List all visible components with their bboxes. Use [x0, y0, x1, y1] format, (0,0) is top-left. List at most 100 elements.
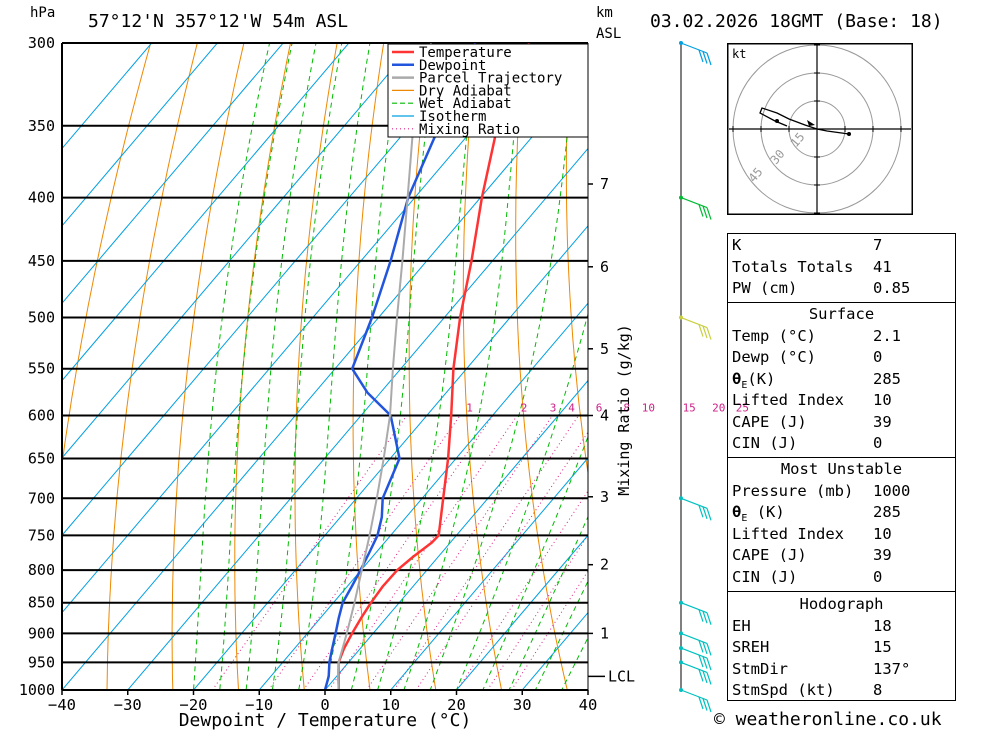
mu-theta-e-value: 285 [873, 503, 901, 521]
temperature-tick-label: 10 [381, 696, 400, 714]
surface-cape-value: 39 [873, 412, 892, 431]
wind-barb-flag [706, 643, 712, 656]
km-tick-label: 4 [600, 407, 609, 425]
legend-label: Isotherm [419, 109, 486, 125]
mixing-ratio-label: 25 [736, 402, 749, 415]
km-tick-label: 2 [600, 556, 609, 574]
wind-barb [680, 42, 712, 66]
theta-symbol: θ [732, 369, 742, 388]
mixing-ratio-label: 20 [712, 402, 725, 415]
mixing-ratio-label: 10 [642, 402, 655, 415]
surface-lifted-index-row: Lifted Index 10 [728, 391, 955, 413]
wind-barb-flag [706, 672, 712, 685]
wet-adiabat-line [482, 435, 588, 690]
storm-direction-row: StmDir 137° [728, 660, 955, 682]
pressure-tick-label: 600 [28, 407, 55, 425]
eh-label: EH [732, 616, 751, 635]
temperature-tick-label: −30 [114, 696, 142, 714]
isotherm-line [455, 534, 588, 690]
km-tick-label: 3 [600, 488, 609, 506]
pressure-tick-label: 850 [28, 594, 55, 612]
sreh-value: 15 [873, 638, 892, 656]
wind-barb [680, 632, 712, 656]
k-index-row: K 7 [728, 236, 955, 258]
dry-adiabat-line [106, 43, 198, 690]
mixing-ratio-label: 8 [623, 402, 630, 415]
wind-barb [680, 689, 712, 713]
wind-barb-flag [702, 610, 708, 624]
pressure-tick-label: 400 [28, 189, 55, 207]
wind-barb-flag [702, 325, 708, 339]
wind-barb-shaft [680, 497, 708, 509]
x-axis-label: Dewpoint / Temperature (°C) [179, 710, 472, 731]
km-tick-label: 6 [600, 258, 609, 276]
wind-barb-flag [706, 207, 712, 220]
theta-subscript: E [741, 513, 748, 525]
surface-temp-value: 2.1 [873, 326, 901, 345]
mixing-ratio-line [511, 570, 588, 690]
temperature-tick-label: 40 [579, 696, 598, 714]
mu-cape-row: CAPE (J) 39 [728, 546, 955, 568]
asl-unit-label: ASL [596, 26, 622, 42]
isotherm-line [62, 43, 219, 227]
wet-adiabat-line [350, 43, 437, 690]
wind-barb-shaft [680, 316, 708, 329]
wet-adiabat-line [429, 43, 577, 690]
wind-barb-flag [706, 657, 712, 671]
wind-barb-flag [702, 205, 708, 219]
wind-barb-flag [698, 609, 704, 622]
mixing-ratio-label: 15 [683, 402, 696, 415]
mixing-ratio-line [487, 534, 588, 690]
isotherm-line [62, 43, 284, 304]
wind-barb-shaft [680, 647, 708, 659]
wind-barb-shaft [680, 197, 708, 209]
dewpoint-line [323, 43, 477, 690]
isotherm-line [390, 457, 588, 690]
surface-theta-e-value: 285 [873, 369, 901, 388]
hpa-unit-label: hPa [30, 5, 56, 21]
dry-adiabat-line [62, 43, 152, 468]
pressure-tick-label: 300 [28, 34, 55, 52]
wind-barb-flag [698, 324, 704, 337]
sreh-label: SREH [732, 638, 770, 656]
hodograph-trace [759, 107, 850, 135]
wet-adiabat-line [403, 43, 524, 690]
km-tick-label: 7 [600, 175, 609, 193]
mixing-ratio-label: 2 [521, 402, 528, 415]
pressure-tick-label: 550 [28, 360, 55, 378]
surface-lifted-index-value: 10 [873, 391, 892, 409]
mixing-ratio-line [211, 415, 408, 690]
mixing-ratio-line [393, 415, 580, 690]
surface-dewp-value: 0 [873, 348, 883, 366]
separator [728, 457, 955, 458]
km-tick-label: 1 [600, 624, 609, 642]
surface-temp-label: Temp (°C) [732, 326, 816, 345]
copyright-notice: © weatheronline.co.uk [714, 709, 942, 730]
isotherm-line [192, 225, 588, 690]
wind-barb-flag [706, 699, 712, 713]
pressure-tick-label: 650 [28, 450, 55, 468]
wind-barb-shaft [680, 632, 708, 644]
wind-barb [680, 316, 712, 340]
storm-direction-label: StmDir [732, 659, 788, 678]
pressure-tick-label: 450 [28, 252, 55, 270]
legend-box [387, 43, 589, 138]
wind-barb-shaft [680, 661, 708, 673]
theta-unit: (K) [747, 369, 776, 388]
wind-barb-flag [702, 506, 708, 520]
mu-theta-e-row: θE (K) 285 [728, 503, 955, 525]
surface-theta-e-row: θE(K) 285 [728, 370, 955, 392]
wind-barb-flag [702, 656, 708, 669]
pw-value: 0.85 [873, 279, 911, 298]
isotherm-line [127, 147, 588, 690]
surface-dewp-row: Dewp (°C) 0 [728, 348, 955, 370]
indices-table: K 7 Totals Totals 41 PW (cm) 0.85 Surfac… [727, 233, 956, 701]
storm-motion-arrow [807, 120, 815, 126]
mixing-ratio-line [328, 415, 518, 690]
wind-barb-flag [698, 696, 704, 710]
separator [728, 302, 955, 303]
wind-barb-flag [706, 52, 712, 66]
separator [728, 591, 955, 592]
